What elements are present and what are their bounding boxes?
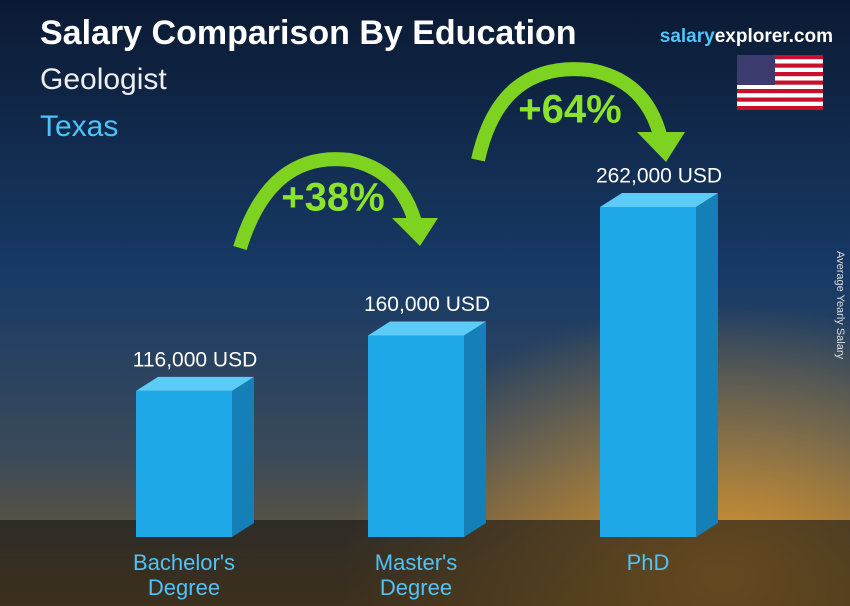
brand-part: salary	[660, 26, 715, 47]
chart-title: Salary Comparison By Education	[40, 14, 577, 52]
y-axis-label: Average Yearly Salary	[834, 251, 846, 360]
bar	[600, 193, 718, 537]
bar-front	[600, 207, 696, 537]
bar-front	[368, 335, 464, 537]
bar-top	[368, 321, 486, 336]
bar	[136, 376, 254, 537]
annotation: +64%	[518, 88, 621, 132]
x-tick-label: Master's Degree	[374, 550, 458, 600]
brand-part: explorer.com	[715, 26, 833, 47]
value-label: 262,000 USD	[596, 165, 722, 188]
bar-top	[600, 193, 718, 207]
brand: salaryexplorer.com	[660, 26, 833, 47]
annotation: +38%	[281, 176, 384, 220]
subtitle: Geologist	[40, 63, 167, 96]
us-flag	[737, 55, 823, 110]
bar-side	[464, 321, 486, 537]
bar-front	[136, 390, 232, 537]
bar	[368, 321, 486, 537]
x-tick-label: PhD	[626, 550, 670, 575]
arrows	[233, 62, 667, 251]
arrow-heads	[392, 132, 685, 246]
value-label: 160,000 USD	[364, 293, 490, 316]
value-label: 116,000 USD	[133, 348, 258, 371]
bar-side	[696, 193, 718, 537]
bar-top	[136, 376, 254, 391]
x-tick-label: Bachelor's Degree	[132, 550, 236, 600]
location: Texas	[40, 110, 118, 143]
bar-side	[232, 376, 254, 537]
